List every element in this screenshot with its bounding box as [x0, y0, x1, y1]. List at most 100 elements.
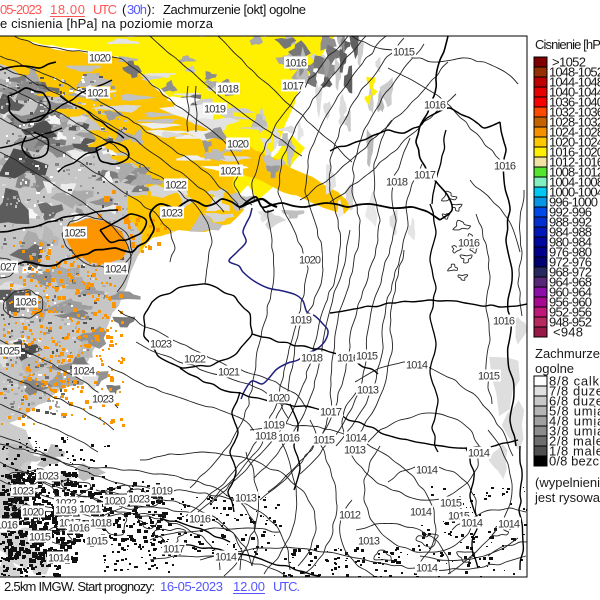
svg-text:1021: 1021 [87, 88, 109, 100]
svg-text:1036-1040: 1036-1040 [549, 95, 600, 110]
svg-text:976-980: 976-980 [549, 245, 592, 260]
svg-text:1016: 1016 [278, 433, 300, 445]
svg-text:1020: 1020 [89, 53, 111, 65]
svg-text:1013: 1013 [344, 445, 366, 457]
svg-text:jest rysowane: jest rysowane [534, 490, 600, 505]
svg-text:(: ( [122, 2, 127, 17]
svg-text:1013: 1013 [235, 493, 257, 505]
svg-text:ogolne: ogolne [535, 361, 574, 376]
svg-text:7/8 duze: 7/8 duze [549, 384, 600, 399]
svg-text:Cisnienie [hPa]: Cisnienie [hPa] [535, 37, 600, 52]
svg-text:1017: 1017 [282, 81, 304, 93]
svg-text:1016-1020: 1016-1020 [549, 145, 600, 160]
svg-text:18.00: 18.00 [50, 2, 85, 17]
svg-text:1019: 1019 [151, 486, 173, 498]
svg-text:1014: 1014 [461, 518, 483, 530]
svg-text:1020: 1020 [227, 139, 249, 151]
svg-text:1014: 1014 [215, 552, 237, 564]
svg-text:1020: 1020 [104, 496, 126, 508]
svg-text:1020: 1020 [22, 507, 44, 519]
svg-text:1023: 1023 [161, 208, 183, 220]
svg-text:1014: 1014 [410, 507, 432, 519]
svg-text:1015: 1015 [313, 435, 335, 447]
svg-text:1018: 1018 [90, 518, 112, 530]
svg-text:1048-1052: 1048-1052 [549, 65, 600, 80]
svg-text:1015: 1015 [356, 351, 378, 363]
svg-text:1013: 1013 [358, 536, 380, 548]
svg-text:3/8 umiark.: 3/8 umiark. [549, 424, 600, 439]
svg-text:1017: 1017 [320, 407, 342, 419]
svg-text:1015: 1015 [478, 371, 500, 383]
svg-text:1012: 1012 [339, 510, 361, 522]
svg-text:1013: 1013 [357, 385, 379, 397]
svg-text:1014: 1014 [468, 448, 490, 460]
svg-text:1016: 1016 [285, 58, 307, 70]
svg-text:956-960: 956-960 [549, 295, 592, 310]
svg-text:988-992: 988-992 [549, 215, 592, 230]
svg-text:1026: 1026 [15, 297, 37, 309]
svg-text:05-2023: 05-2023 [0, 2, 42, 17]
svg-text:1020: 1020 [268, 393, 290, 405]
svg-text:1024-1028: 1024-1028 [549, 125, 600, 140]
svg-text:1025: 1025 [64, 228, 86, 240]
svg-text:1024: 1024 [105, 264, 127, 276]
svg-text:1025: 1025 [0, 346, 20, 358]
svg-text:1016: 1016 [68, 523, 90, 535]
svg-text:1027: 1027 [0, 262, 17, 274]
svg-text:1022: 1022 [165, 180, 187, 192]
svg-text:1014: 1014 [406, 360, 428, 372]
svg-text:1015: 1015 [393, 47, 415, 59]
svg-text:1016: 1016 [337, 353, 359, 365]
svg-text:972-976: 972-976 [549, 255, 592, 270]
svg-text:980-984: 980-984 [549, 235, 592, 250]
svg-text:Zachmurzenie: Zachmurzenie [535, 346, 600, 361]
svg-text:1016: 1016 [189, 514, 211, 526]
svg-text:1014: 1014 [345, 433, 367, 445]
svg-text:1040-1044: 1040-1044 [549, 85, 600, 100]
svg-text:1017: 1017 [414, 170, 436, 182]
svg-text:1024: 1024 [73, 366, 95, 378]
svg-text:2/8 male: 2/8 male [549, 434, 600, 449]
svg-text:8/8 calkowite: 8/8 calkowite [549, 374, 600, 389]
svg-text:1018: 1018 [217, 84, 239, 96]
svg-text:1020-1024: 1020-1024 [549, 135, 600, 150]
svg-text:1018: 1018 [255, 431, 277, 443]
svg-text:1015: 1015 [440, 498, 462, 510]
svg-text:2.5km IMGW. Start prognozy:: 2.5km IMGW. Start prognozy: [4, 579, 155, 594]
svg-text:UTC: UTC [93, 2, 117, 17]
svg-text:1/8 male: 1/8 male [549, 444, 600, 459]
svg-text:1016: 1016 [424, 100, 446, 112]
svg-text:1019: 1019 [55, 505, 77, 517]
svg-text:6/8 duze: 6/8 duze [549, 394, 600, 409]
svg-text:12.00: 12.00 [233, 579, 265, 594]
svg-text:948-952: 948-952 [549, 315, 592, 330]
svg-text:1019: 1019 [290, 315, 312, 327]
svg-text:30h: 30h [127, 2, 147, 17]
svg-text:968-972: 968-972 [549, 265, 592, 280]
svg-text:952-956: 952-956 [549, 305, 592, 320]
svg-text:964-968: 964-968 [549, 275, 592, 290]
svg-text:16-05-2023: 16-05-2023 [160, 579, 223, 594]
svg-text:1018: 1018 [301, 353, 323, 365]
svg-text:1014: 1014 [416, 465, 438, 477]
svg-text:1012-1016: 1012-1016 [549, 155, 600, 170]
svg-text:5/8 umiark.: 5/8 umiark. [549, 404, 600, 419]
svg-text:1044-1048: 1044-1048 [549, 75, 600, 90]
svg-text:1016: 1016 [494, 161, 516, 173]
svg-text:(wypelnienie: (wypelnienie [535, 475, 600, 490]
svg-text:1017: 1017 [163, 544, 185, 556]
svg-text:1021: 1021 [220, 166, 242, 178]
svg-text:1023: 1023 [37, 471, 59, 483]
svg-text:1015: 1015 [86, 536, 108, 548]
svg-text:1018: 1018 [386, 177, 408, 189]
svg-text:1014: 1014 [416, 563, 438, 575]
svg-text:1021: 1021 [218, 367, 240, 379]
svg-text:1000-1004: 1000-1004 [549, 185, 600, 200]
svg-text:1016: 1016 [0, 520, 18, 532]
svg-text:1023: 1023 [12, 486, 34, 498]
svg-text:1004-1008: 1004-1008 [549, 175, 600, 190]
svg-text:1008-1012: 1008-1012 [549, 165, 600, 180]
svg-text:UTC.: UTC. [273, 579, 300, 594]
svg-text:>1052: >1052 [552, 55, 586, 70]
svg-text:Zachmurzenie [okt] ogolne: Zachmurzenie [okt] ogolne [163, 2, 306, 17]
